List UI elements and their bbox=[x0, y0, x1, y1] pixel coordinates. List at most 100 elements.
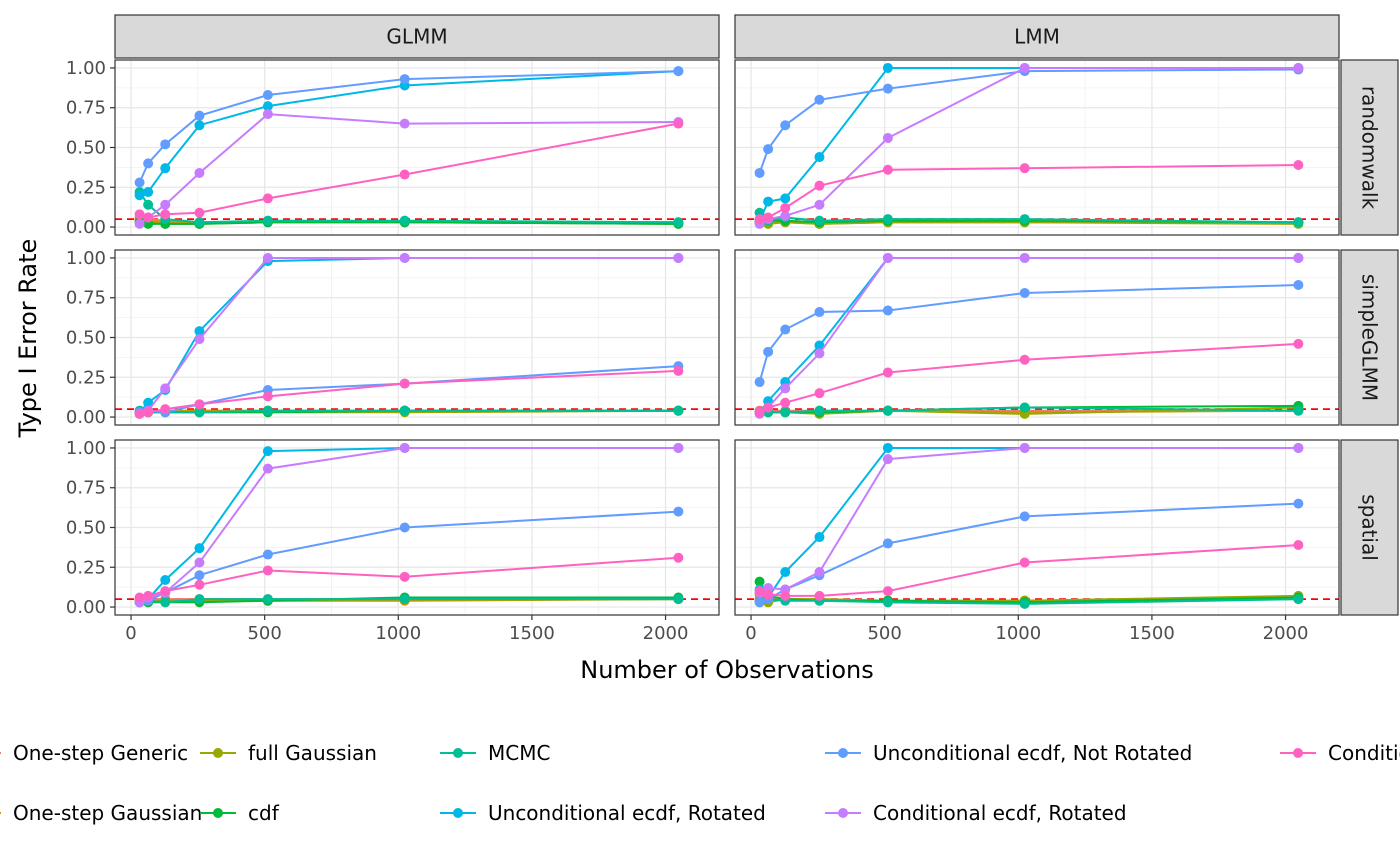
series-point bbox=[1019, 511, 1030, 522]
series-point bbox=[814, 348, 825, 359]
series-point bbox=[194, 326, 205, 337]
series-point bbox=[1019, 557, 1030, 568]
series-point bbox=[160, 163, 171, 174]
series-point bbox=[754, 407, 765, 418]
series-point bbox=[143, 590, 154, 601]
legend-item: full Gaussian bbox=[200, 741, 377, 765]
series-point bbox=[780, 193, 791, 204]
series-point bbox=[143, 187, 154, 198]
series-point bbox=[1293, 62, 1304, 73]
series-point bbox=[143, 158, 154, 169]
legend-label: Unconditional ecdf, Not Rotated bbox=[873, 741, 1192, 765]
facet-strip-spatial bbox=[1340, 439, 1399, 616]
legend-item: Conditional ecdf, Not Rotated bbox=[1280, 741, 1400, 765]
series-point bbox=[194, 110, 205, 121]
legend-item: One-step Gaussian bbox=[0, 801, 202, 825]
series-point bbox=[262, 90, 273, 100]
series-point bbox=[160, 139, 171, 150]
series-point bbox=[780, 407, 791, 418]
series-point bbox=[399, 405, 410, 416]
series-point bbox=[194, 217, 205, 228]
legend-item: Unconditional ecdf, Not Rotated bbox=[825, 741, 1192, 765]
series-point bbox=[399, 522, 410, 533]
legend-key-point bbox=[213, 808, 223, 818]
series-point bbox=[1019, 214, 1030, 225]
panel-border bbox=[734, 59, 1340, 236]
series-point bbox=[882, 83, 893, 94]
x-tick-label: 2000 bbox=[1263, 623, 1309, 644]
series-point bbox=[194, 579, 205, 590]
series-point bbox=[1293, 442, 1304, 453]
series-point bbox=[673, 252, 684, 263]
series-point bbox=[763, 346, 774, 357]
series-point bbox=[814, 340, 825, 351]
legend-label: full Gaussian bbox=[248, 741, 377, 765]
y-tick-label: 0.00 bbox=[66, 217, 106, 238]
y-tick-label: 0.50 bbox=[66, 138, 106, 159]
series-point bbox=[780, 120, 791, 131]
series-point bbox=[673, 405, 684, 416]
series-point bbox=[1019, 252, 1030, 263]
series-point bbox=[754, 167, 765, 178]
legend-item: Unconditional ecdf, Rotated bbox=[440, 801, 766, 825]
series-point bbox=[399, 169, 410, 180]
series-point bbox=[673, 552, 684, 563]
series-point bbox=[399, 594, 410, 605]
series-point bbox=[814, 180, 825, 191]
series-point bbox=[754, 214, 765, 225]
series-point bbox=[673, 506, 684, 517]
series-point bbox=[194, 594, 205, 605]
series-point bbox=[673, 118, 684, 129]
series-point bbox=[160, 383, 171, 394]
series-point bbox=[780, 210, 791, 221]
panel-border bbox=[734, 249, 1340, 426]
series-point bbox=[814, 567, 825, 578]
y-tick-label: 1.00 bbox=[66, 438, 106, 459]
legend-key-point bbox=[838, 808, 848, 818]
series-point bbox=[814, 199, 825, 210]
series-point bbox=[1293, 540, 1304, 550]
series-point bbox=[262, 405, 273, 416]
x-tick-label: 1000 bbox=[375, 623, 421, 644]
y-axis-title: Type I Error Rate bbox=[14, 239, 42, 439]
series-point bbox=[763, 144, 774, 155]
y-tick-label: 0.00 bbox=[66, 597, 106, 618]
series-point bbox=[882, 62, 893, 73]
panel-lmm-spatial: 0 500 1000 1500 2000 bbox=[734, 439, 1340, 644]
series-point bbox=[134, 209, 145, 220]
series-point bbox=[194, 120, 205, 131]
series-point bbox=[673, 594, 684, 605]
legend-label: One-step Gaussian bbox=[13, 801, 202, 825]
series-point bbox=[673, 66, 684, 77]
y-tick-label: 0.25 bbox=[66, 177, 106, 198]
series-point bbox=[1293, 498, 1304, 509]
series-point bbox=[882, 597, 893, 608]
series-point bbox=[780, 324, 791, 335]
series-point bbox=[673, 365, 684, 376]
series-point bbox=[1019, 402, 1030, 413]
series-point bbox=[160, 586, 171, 597]
legend-label: Conditional ecdf, Not Rotated bbox=[1328, 741, 1400, 765]
series-point bbox=[262, 252, 273, 263]
series-point bbox=[882, 367, 893, 378]
series-point bbox=[1019, 287, 1030, 298]
facet-strip-simpleglmm bbox=[1340, 249, 1399, 426]
series-point bbox=[262, 215, 273, 226]
series-point bbox=[262, 193, 273, 204]
series-point bbox=[882, 305, 893, 316]
y-tick-label: 0.25 bbox=[66, 557, 106, 578]
legend: One-step Generic One-step Gaussian full Ga… bbox=[0, 741, 1400, 825]
series-point bbox=[1019, 442, 1030, 453]
series-point bbox=[780, 567, 791, 578]
series-point bbox=[814, 307, 825, 318]
x-tick-label: 0 bbox=[745, 623, 756, 644]
series-point bbox=[143, 397, 154, 408]
series-point bbox=[262, 446, 273, 457]
series-point bbox=[262, 391, 273, 402]
y-tick-label: 0.75 bbox=[66, 288, 106, 309]
series-point bbox=[1019, 598, 1030, 609]
series-point bbox=[160, 404, 171, 415]
legend-item: MCMC bbox=[440, 741, 550, 765]
series-point bbox=[194, 543, 205, 554]
